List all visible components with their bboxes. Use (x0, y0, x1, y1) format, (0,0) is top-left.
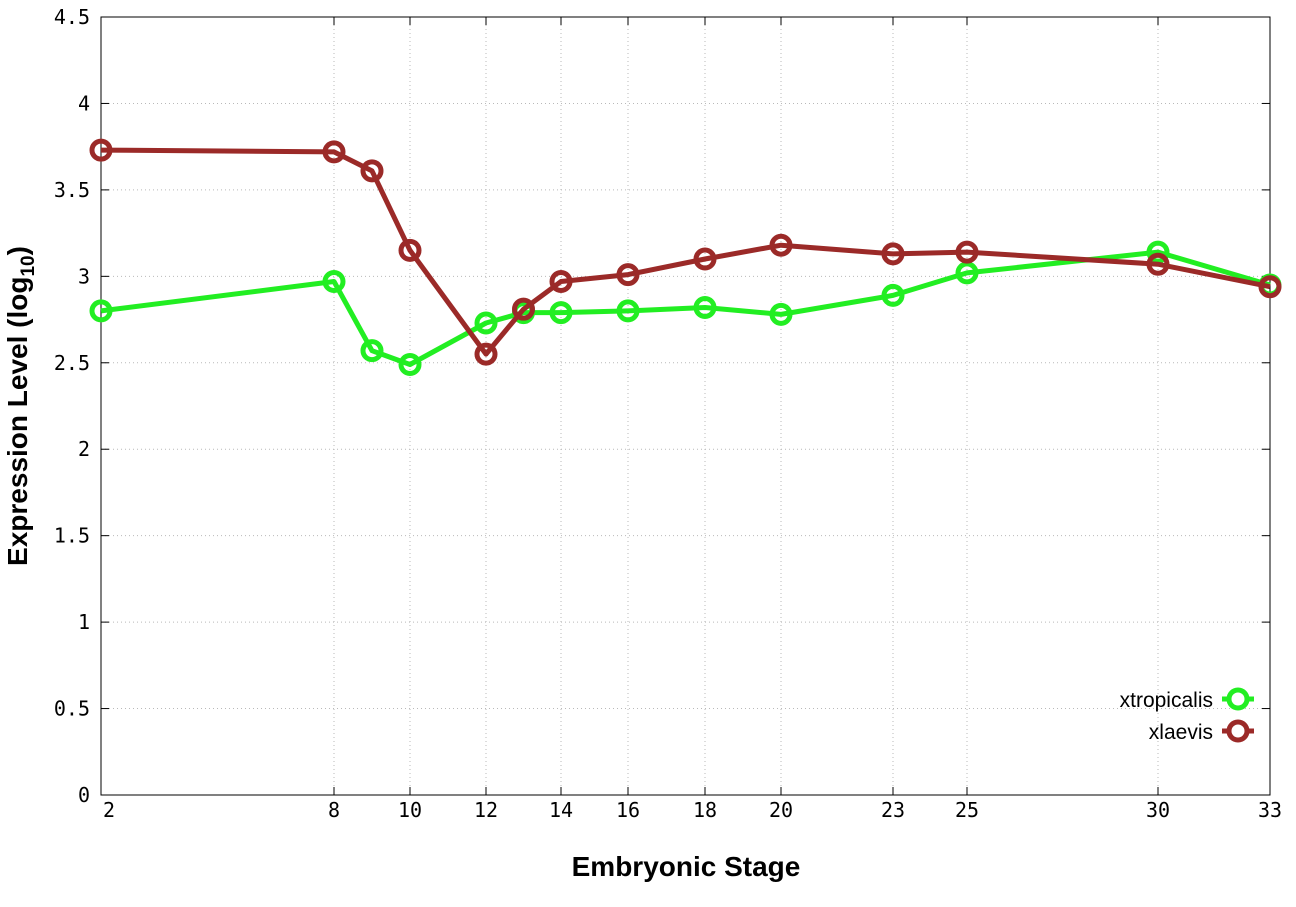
x-tick-label: 25 (955, 798, 979, 822)
legend-marker-swatch (1226, 719, 1250, 743)
legend-item-xlaevis: xlaevis (1149, 719, 1254, 744)
data-point-xlaevis (693, 247, 717, 271)
y-axis-title-main: Expression Level (log (2, 277, 33, 566)
data-point-xlaevis (1146, 252, 1170, 276)
legend-item-xtropicalis: xtropicalis (1120, 687, 1254, 712)
legend-label: xlaevis (1149, 721, 1213, 744)
data-point-xlaevis (398, 238, 422, 262)
axes (100, 16, 1271, 796)
y-tick-label: 2 (78, 437, 90, 461)
data-point-xtropicalis (769, 302, 793, 326)
data-point-xlaevis (549, 270, 573, 294)
y-axis-title: Expression Level (log10) (2, 246, 39, 566)
data-point-xlaevis (360, 159, 384, 183)
data-point-xtropicalis (616, 299, 640, 323)
x-tick-label: 2 (103, 798, 115, 822)
x-tick-label: 12 (474, 798, 498, 822)
series-lines (89, 138, 1282, 377)
data-point-xtropicalis (398, 353, 422, 377)
data-point-xlaevis (89, 138, 113, 162)
data-point-xlaevis (322, 140, 346, 164)
data-point-xtropicalis (322, 270, 346, 294)
data-point-xtropicalis (693, 295, 717, 319)
data-point-xlaevis (769, 233, 793, 257)
data-point-xlaevis (512, 297, 535, 321)
x-tick-label: 14 (549, 798, 573, 822)
legend-marker-swatch (1226, 687, 1250, 711)
data-point-xtropicalis (474, 311, 498, 335)
data-point-xtropicalis (360, 339, 384, 363)
data-point-xtropicalis (881, 283, 905, 307)
x-tick-label: 30 (1146, 798, 1170, 822)
y-tick-label: 2.5 (54, 351, 90, 375)
data-point-xtropicalis (89, 299, 113, 323)
y-tick-label: 3 (78, 264, 90, 288)
y-tick-label: 1.5 (54, 524, 90, 548)
data-point-xlaevis (955, 240, 979, 264)
x-tick-label: 33 (1258, 798, 1282, 822)
legend: xtropicalis xlaevis (1120, 687, 1254, 744)
y-tick-label: 1 (78, 610, 90, 634)
data-point-xtropicalis (549, 301, 573, 325)
series-line-xtropicalis (100, 249, 1271, 367)
data-point-xlaevis (474, 342, 498, 366)
x-tick-label: 20 (769, 798, 793, 822)
y-axis-title-suffix: ) (2, 246, 33, 255)
data-point-xlaevis (881, 242, 905, 266)
y-tick-label: 3.5 (54, 178, 90, 202)
x-tick-label: 18 (693, 798, 717, 822)
series-line-xlaevis (100, 147, 1271, 357)
legend-label: xtropicalis (1120, 689, 1213, 712)
data-point-xlaevis (616, 263, 640, 287)
y-tick-label: 4 (78, 91, 90, 115)
x-tick-label: 10 (398, 798, 422, 822)
data-point-xtropicalis (1146, 240, 1170, 264)
x-tick-label: 16 (616, 798, 640, 822)
plot-frame (100, 16, 1271, 796)
tick-labels: 2 8 10 12 14 16 18 20 23 25 30 33 0 0.5 1 1.5 2 2.5 3 3.5 4 4… (54, 5, 1282, 822)
x-tick-label: 23 (881, 798, 905, 822)
data-point-xtropicalis (955, 261, 979, 285)
y-axis-title-subscript: 10 (18, 255, 39, 276)
x-tick-label: 8 (328, 798, 340, 822)
y-tick-label: 4.5 (54, 5, 90, 29)
series-xlaevis (89, 138, 1282, 366)
data-point-xlaevis (1258, 275, 1282, 299)
grid-lines (101, 17, 1270, 795)
y-tick-label: 0.5 (54, 697, 90, 721)
y-tick-label: 0 (78, 783, 90, 807)
x-axis-title: Embryonic Stage (572, 851, 801, 882)
